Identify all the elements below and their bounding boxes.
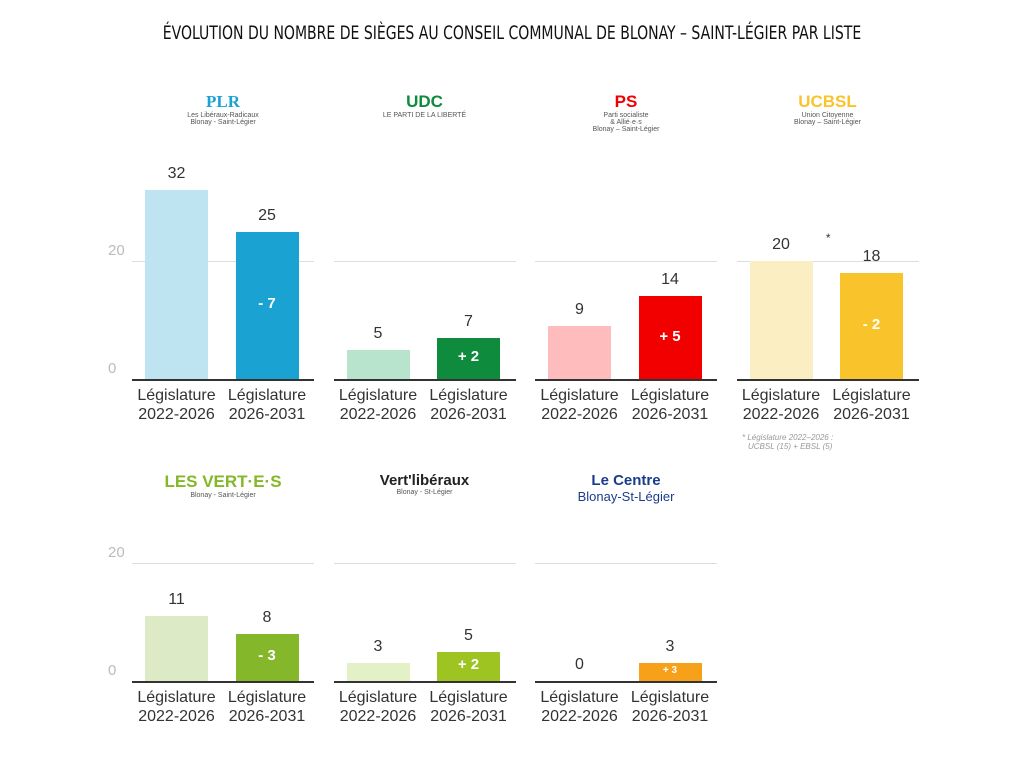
party-logo: Vert'libéraux Blonay - St-Légier	[334, 472, 516, 496]
x-tick-label: Législature 2022-2026	[137, 689, 216, 725]
logo-subtext: Blonay-St-Légier	[577, 489, 675, 504]
y-tick-label: 0	[108, 360, 117, 377]
x-axis	[535, 379, 717, 381]
value-label: 32	[167, 165, 186, 183]
x-tick-label: Législature 2026-2031	[630, 689, 710, 725]
bar-2022-2026	[346, 663, 410, 681]
party-logo: LES VERT·E·S Blonay - Saint-Légier	[132, 472, 314, 499]
bar-2026-2031	[437, 337, 500, 379]
gridline-20	[333, 563, 516, 564]
x-axis	[535, 681, 717, 683]
logo-subtext: Blonay – Saint-Légier	[592, 126, 660, 133]
value-label: 0	[575, 656, 584, 673]
bar-2026-2031	[638, 663, 702, 681]
value-label: 5	[373, 324, 383, 342]
party-logo: Le Centre Blonay-St-Légier	[535, 472, 717, 504]
value-label: 25	[258, 206, 276, 224]
y-tick-label: 0	[108, 662, 117, 679]
bar-2022-2026	[145, 616, 208, 681]
x-tick-label: Législature 2026-2031	[832, 387, 911, 423]
party-logo: UCBSL Union Citoyenne Blonay – Saint-Légie…	[737, 92, 919, 126]
gridline-20	[132, 563, 314, 564]
logo-subtext: Blonay - Saint-Légier	[190, 492, 256, 499]
bar-2022-2026	[145, 190, 208, 379]
value-label: 3	[665, 638, 675, 656]
logo-subtext: Blonay - Saint-Légier	[190, 119, 256, 126]
value-label: 9	[575, 300, 584, 318]
change-label: - 7	[258, 295, 276, 313]
footnote: * Législature 2022–2026 : UCBSL (15) + E…	[742, 433, 833, 451]
bar-2026-2031	[638, 296, 702, 379]
change-label: - 2	[862, 315, 881, 333]
bar-2026-2031	[235, 231, 299, 379]
x-tick-label: Législature 2026-2031	[429, 689, 508, 725]
y-tick-label: 20	[108, 544, 125, 561]
bar-2022-2026	[749, 261, 813, 379]
value-label: 7	[464, 312, 473, 330]
value-label: 14	[661, 271, 679, 289]
logo-subtext: Blonay - St-Légier	[396, 489, 453, 496]
x-axis	[333, 379, 516, 381]
change-label: + 3	[662, 665, 678, 677]
bar-2022-2026	[346, 349, 410, 379]
logo-name: Vert'libéraux	[379, 472, 470, 489]
change-label: - 3	[258, 647, 276, 665]
logo-subtext: Parti socialiste	[603, 112, 649, 119]
party-logo: PLR Les Libéraux-Radicaux Blonay - Saint-L…	[132, 92, 314, 126]
gridline-20	[535, 261, 717, 262]
bar-2026-2031	[235, 633, 299, 681]
x-axis	[333, 681, 516, 683]
logo-subtext: Blonay – Saint-Légier	[794, 119, 861, 126]
value-label: 11	[168, 591, 185, 609]
logo-subtext: Union Citoyenne	[801, 112, 854, 119]
logo-name: Le Centre	[591, 472, 661, 489]
x-tick-label: Législature 2022-2026	[338, 387, 418, 423]
gridline-20	[333, 261, 516, 262]
x-tick-label: Législature 2026-2031	[429, 387, 508, 423]
value-label: 3	[373, 638, 383, 656]
bar-2026-2031	[437, 651, 500, 681]
change-label: + 5	[659, 327, 681, 345]
x-tick-label: Législature 2026-2031	[227, 387, 307, 423]
value-label: 8	[262, 608, 272, 626]
logo-name: UCBSL	[798, 92, 857, 111]
change-label: + 2	[457, 348, 480, 366]
x-tick-label: Législature 2026-2031	[227, 689, 307, 725]
gridline-20	[535, 563, 717, 564]
change-label: + 2	[457, 656, 480, 674]
y-tick-label: 20	[108, 242, 125, 259]
x-tick-label: Législature 2022-2026	[741, 387, 821, 423]
gridline-20	[132, 261, 314, 262]
x-tick-label: Législature 2022-2026	[338, 689, 418, 725]
logo-subtext: & Allié·e·s	[610, 119, 642, 126]
footnote-marker: *	[825, 231, 831, 245]
chart-title: ÉVOLUTION DU NOMBRE DE SIÈGES AU CONSEIL…	[162, 22, 862, 44]
gridline-20	[736, 261, 919, 262]
logo-name: UDC	[406, 92, 443, 111]
x-axis	[132, 681, 314, 683]
x-tick-label: Législature 2026-2031	[630, 387, 710, 423]
x-tick-label: Législature 2022-2026	[137, 387, 216, 423]
x-axis	[132, 379, 314, 381]
logo-subtext: LE PARTI DE LA LIBERTÉ	[382, 112, 467, 119]
logo-subtext: Les Libéraux-Radicaux	[187, 112, 259, 119]
bar-2026-2031	[840, 272, 903, 379]
bar-2022-2026	[548, 325, 611, 379]
logo-name: PS	[614, 92, 638, 111]
logo-name: PLR	[206, 92, 240, 111]
party-logo: PS Parti socialiste & Allié·e·s Blonay – Sa…	[535, 92, 717, 133]
footnote-line: UCBSL (15) + EBSL (5)	[748, 442, 833, 451]
x-axis	[736, 379, 919, 381]
value-label: 5	[464, 626, 473, 644]
x-tick-label: Législature 2022-2026	[540, 689, 619, 725]
value-label: 18	[862, 247, 881, 265]
party-logo: UDC LE PARTI DE LA LIBERTÉ	[334, 92, 516, 119]
value-label: 20 *	[772, 231, 831, 253]
logo-name: LES VERT·E·S	[164, 472, 282, 491]
x-tick-label: Législature 2022-2026	[540, 387, 619, 423]
footnote-line: * Législature 2022–2026 :	[742, 433, 834, 442]
